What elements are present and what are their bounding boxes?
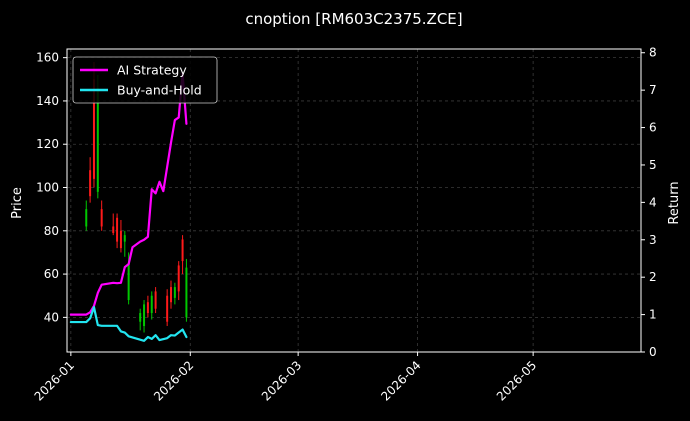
y-left-tick-label-6: 160 bbox=[36, 51, 59, 65]
candle-1 bbox=[89, 157, 92, 203]
candle-body-0 bbox=[85, 209, 88, 227]
y-right-tick-label-0: 0 bbox=[649, 345, 657, 359]
candle-14 bbox=[154, 287, 157, 314]
y-axis-right: 0 1 2 3 4 5 6 7 8 bbox=[641, 46, 657, 359]
candle-body-6 bbox=[116, 217, 119, 242]
candle-12 bbox=[146, 295, 149, 318]
candle-body-8 bbox=[123, 235, 126, 242]
legend-label-ai-strategy: AI Strategy bbox=[117, 63, 187, 78]
candle-body-5 bbox=[112, 226, 115, 233]
y-right-tick-label-8: 8 bbox=[649, 46, 657, 60]
legend-label-buy-and-hold: Buy-and-Hold bbox=[117, 83, 202, 98]
y-right-tick-label-6: 6 bbox=[649, 121, 657, 135]
y-axis-left-label: Price bbox=[10, 187, 25, 219]
candle-body-13 bbox=[150, 295, 153, 314]
y-right-tick-label-2: 2 bbox=[649, 270, 657, 284]
candle-8 bbox=[123, 230, 126, 257]
candle-5 bbox=[112, 213, 115, 236]
candle-body-17 bbox=[173, 287, 176, 298]
legend: AI Strategy Buy-and-Hold bbox=[72, 56, 218, 104]
candle-body-3 bbox=[96, 87, 99, 192]
series-line-buy-and-hold bbox=[69, 306, 188, 342]
candle-body-15 bbox=[166, 295, 169, 322]
candle-body-1 bbox=[89, 170, 92, 197]
y-left-tick-label-0: 40 bbox=[44, 310, 59, 324]
candle-11 bbox=[143, 300, 146, 333]
candle-0 bbox=[85, 200, 88, 231]
y-right-tick-label-7: 7 bbox=[649, 83, 657, 97]
series-line-ai-strategy bbox=[69, 72, 188, 316]
series-lines bbox=[69, 72, 188, 342]
candle-body-11 bbox=[143, 304, 146, 327]
candle-4 bbox=[100, 200, 103, 231]
candle-18 bbox=[177, 261, 180, 301]
y-left-tick-label-5: 140 bbox=[36, 94, 59, 108]
y-right-tick-label-5: 5 bbox=[649, 158, 657, 172]
candle-17 bbox=[173, 282, 176, 305]
y-left-tick-label-2: 80 bbox=[44, 224, 59, 238]
candle-10 bbox=[139, 308, 142, 331]
candle-body-2 bbox=[92, 79, 95, 179]
y-left-tick-label-4: 120 bbox=[36, 137, 59, 151]
y-right-tick-label-4: 4 bbox=[649, 195, 657, 209]
plot-frame bbox=[66, 48, 642, 353]
candle-body-20 bbox=[185, 267, 188, 318]
candle-body-14 bbox=[154, 291, 157, 309]
candle-body-9 bbox=[127, 263, 130, 301]
legend-box bbox=[72, 56, 218, 104]
y-left-tick-label-1: 60 bbox=[44, 267, 59, 281]
grid bbox=[67, 49, 641, 352]
candle-body-19 bbox=[181, 239, 184, 262]
candle-19 bbox=[181, 235, 184, 275]
candle-body-4 bbox=[100, 209, 103, 227]
y-right-tick-label-1: 1 bbox=[649, 308, 657, 322]
candle-13 bbox=[150, 291, 153, 320]
candle-body-12 bbox=[146, 302, 149, 314]
candle-15 bbox=[166, 289, 169, 327]
candle-body-16 bbox=[170, 287, 173, 303]
candle-body-10 bbox=[139, 313, 142, 322]
y-left-tick-label-3: 100 bbox=[36, 181, 59, 195]
candle-20 bbox=[185, 258, 188, 322]
y-axis-left: 40 60 80 100 120 140 160 bbox=[36, 51, 67, 324]
y-axis-right-label: Return bbox=[667, 181, 682, 224]
candle-16 bbox=[170, 280, 173, 309]
candle-body-18 bbox=[177, 265, 180, 292]
chart-title: cnoption [RM603C2375.ZCE] bbox=[245, 10, 462, 28]
candle-7 bbox=[119, 219, 122, 253]
candle-6 bbox=[116, 213, 119, 249]
y-right-tick-label-3: 3 bbox=[649, 233, 657, 247]
candle-body-7 bbox=[119, 230, 122, 249]
